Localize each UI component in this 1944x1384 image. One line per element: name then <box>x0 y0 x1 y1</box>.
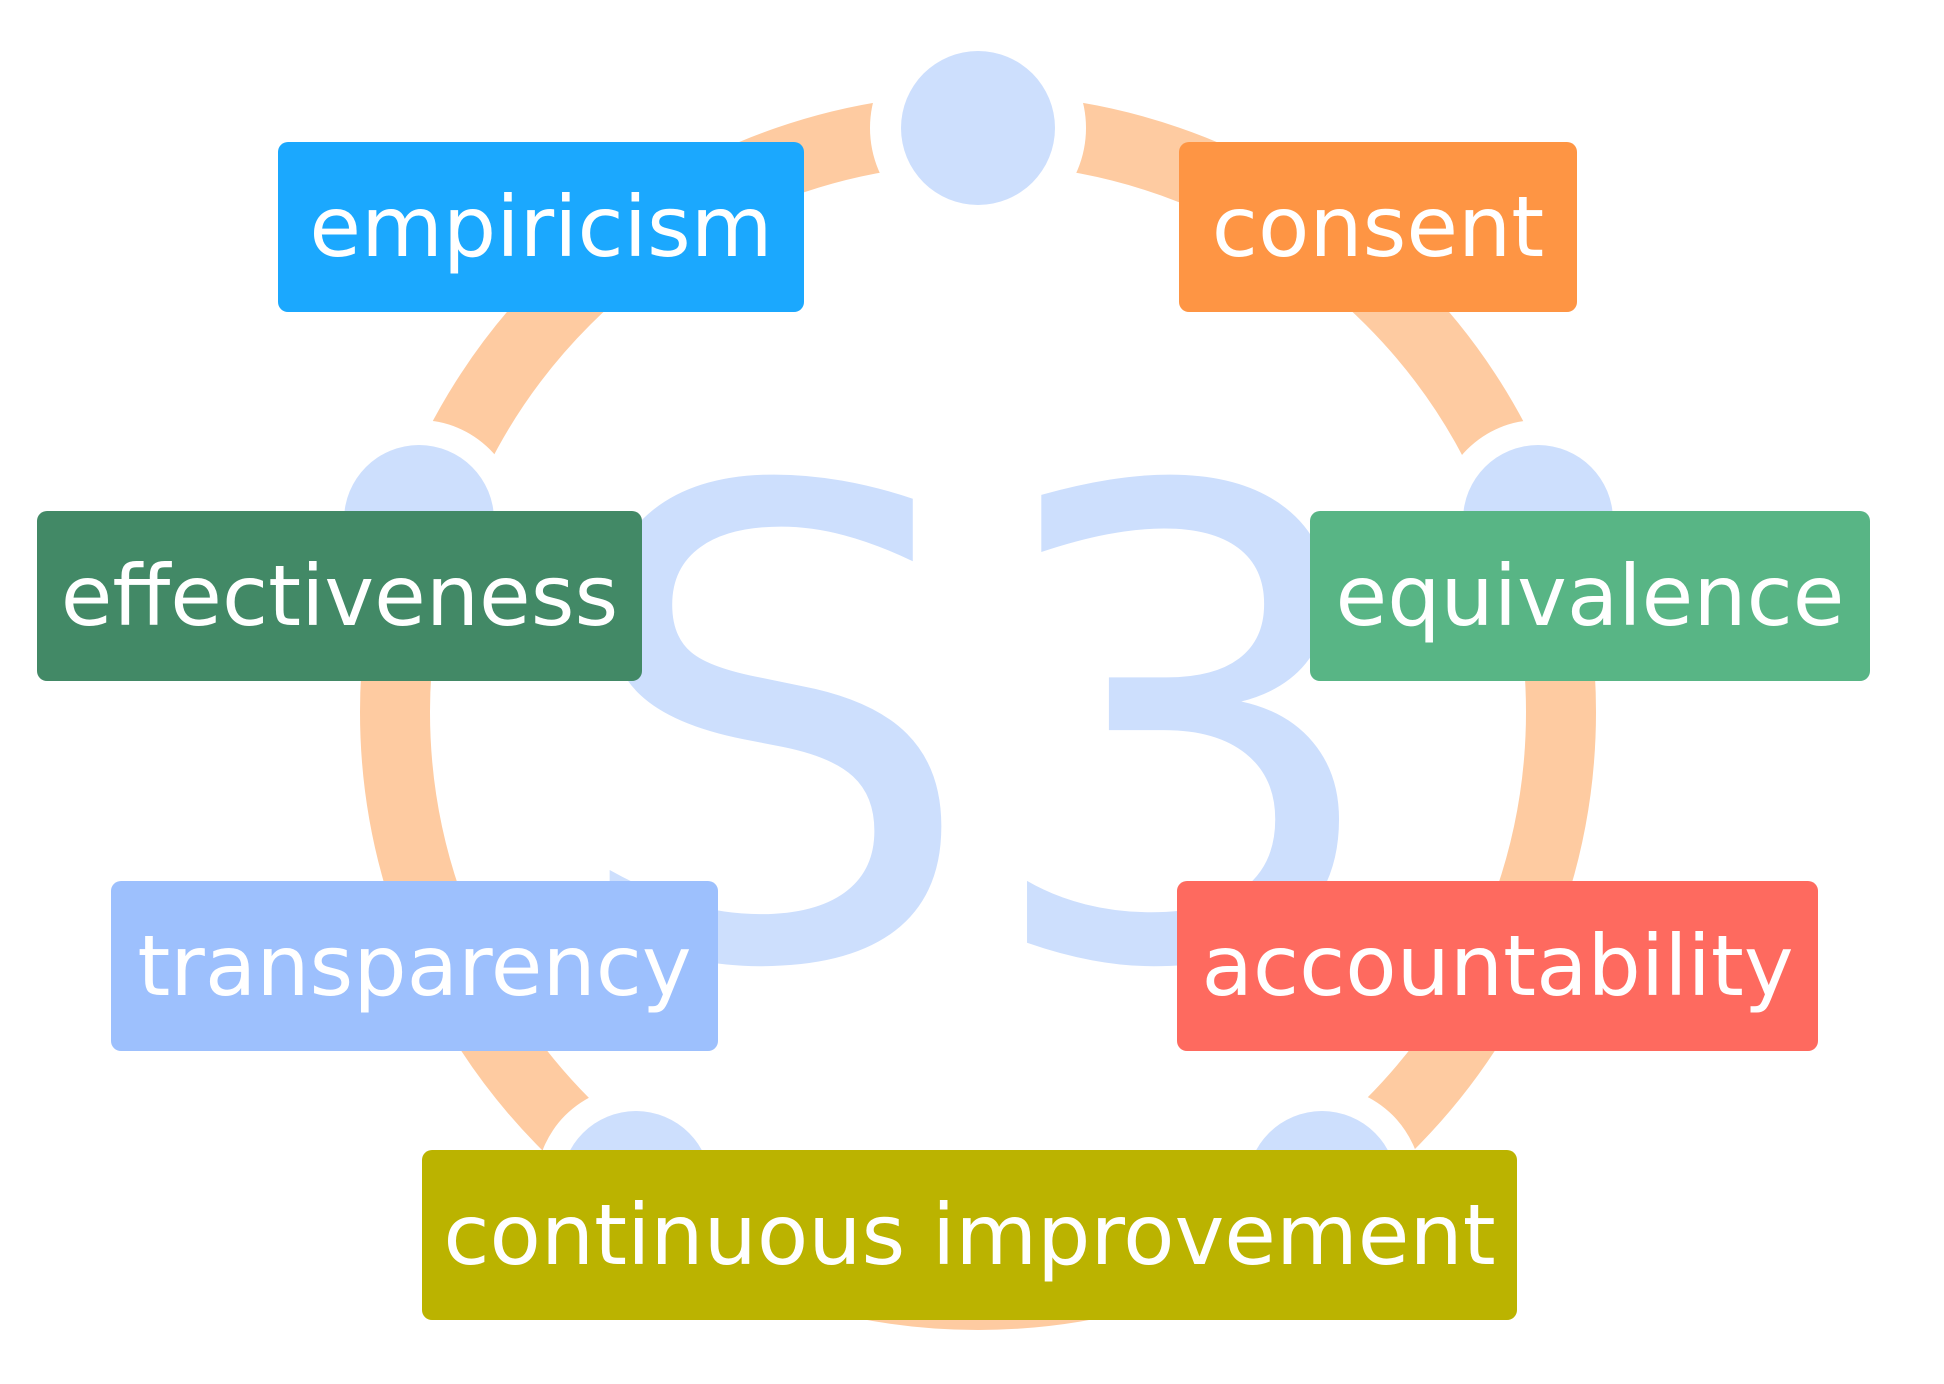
label-empiricism-text: empiricism <box>309 178 773 276</box>
label-continuous-improvement-text: continuous improvement <box>443 1186 1496 1284</box>
label-empiricism: empiricism <box>278 142 804 312</box>
label-equivalence-text: equivalence <box>1335 547 1845 645</box>
label-consent: consent <box>1179 142 1577 312</box>
label-accountability-text: accountability <box>1201 917 1794 1015</box>
label-equivalence: equivalence <box>1310 511 1870 681</box>
label-transparency-text: transparency <box>137 917 692 1015</box>
label-consent-text: consent <box>1211 178 1545 276</box>
label-effectiveness-text: effectiveness <box>60 547 619 645</box>
label-effectiveness: effectiveness <box>37 511 642 681</box>
label-accountability: accountability <box>1177 881 1818 1051</box>
label-continuous-improvement: continuous improvement <box>422 1150 1517 1320</box>
node-top <box>901 51 1055 205</box>
label-transparency: transparency <box>111 881 718 1051</box>
